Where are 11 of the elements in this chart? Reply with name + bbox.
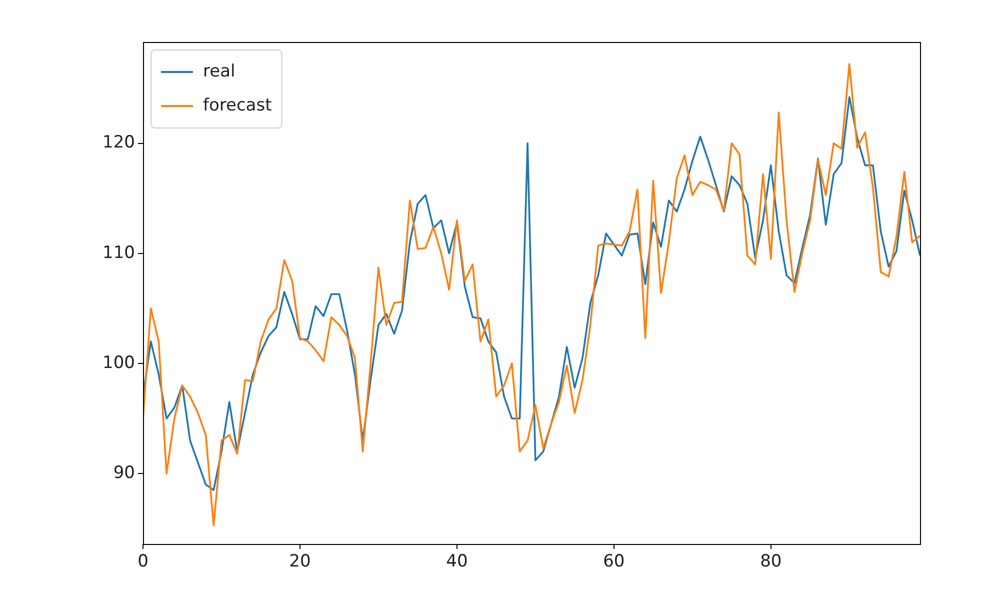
x-tick-label: 80 xyxy=(760,552,782,572)
legend-label: forecast xyxy=(203,95,272,116)
x-tick-label: 40 xyxy=(446,552,468,572)
x-tick-label: 0 xyxy=(138,552,148,572)
y-tick-label: 120 xyxy=(102,132,135,153)
x-tick-label: 20 xyxy=(289,552,311,572)
y-tick-label: 110 xyxy=(102,242,135,263)
x-tick-label: 60 xyxy=(603,552,625,572)
y-tick-label: 100 xyxy=(102,352,135,373)
legend-label: real xyxy=(203,61,236,82)
y-tick-label: 90 xyxy=(113,462,135,483)
